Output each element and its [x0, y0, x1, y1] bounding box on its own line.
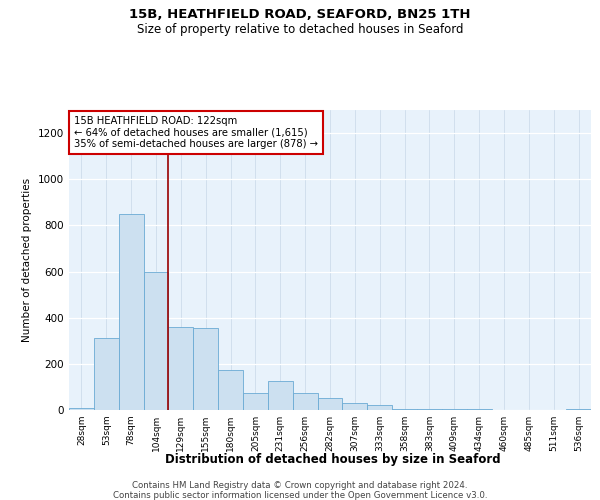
Text: Distribution of detached houses by size in Seaford: Distribution of detached houses by size …: [165, 452, 501, 466]
Bar: [343, 403, 367, 410]
Bar: [566, 409, 591, 410]
Bar: [94, 338, 119, 410]
Bar: [317, 398, 343, 410]
Bar: [243, 392, 268, 410]
Text: 15B, HEATHFIELD ROAD, SEAFORD, BN25 1TH: 15B, HEATHFIELD ROAD, SEAFORD, BN25 1TH: [129, 8, 471, 20]
Bar: [119, 214, 143, 410]
Y-axis label: Number of detached properties: Number of detached properties: [22, 178, 32, 342]
Text: Contains public sector information licensed under the Open Government Licence v3: Contains public sector information licen…: [113, 491, 487, 500]
Bar: [467, 409, 491, 410]
Bar: [442, 409, 467, 410]
Bar: [193, 328, 218, 410]
Text: 15B HEATHFIELD ROAD: 122sqm
← 64% of detached houses are smaller (1,615)
35% of : 15B HEATHFIELD ROAD: 122sqm ← 64% of det…: [74, 116, 318, 149]
Bar: [268, 381, 293, 410]
Text: Size of property relative to detached houses in Seaford: Size of property relative to detached ho…: [137, 22, 463, 36]
Bar: [169, 327, 193, 410]
Bar: [293, 392, 317, 410]
Text: Contains HM Land Registry data © Crown copyright and database right 2024.: Contains HM Land Registry data © Crown c…: [132, 481, 468, 490]
Bar: [143, 272, 169, 410]
Bar: [392, 409, 417, 410]
Bar: [69, 408, 94, 410]
Bar: [417, 409, 442, 410]
Bar: [367, 406, 392, 410]
Bar: [218, 370, 243, 410]
